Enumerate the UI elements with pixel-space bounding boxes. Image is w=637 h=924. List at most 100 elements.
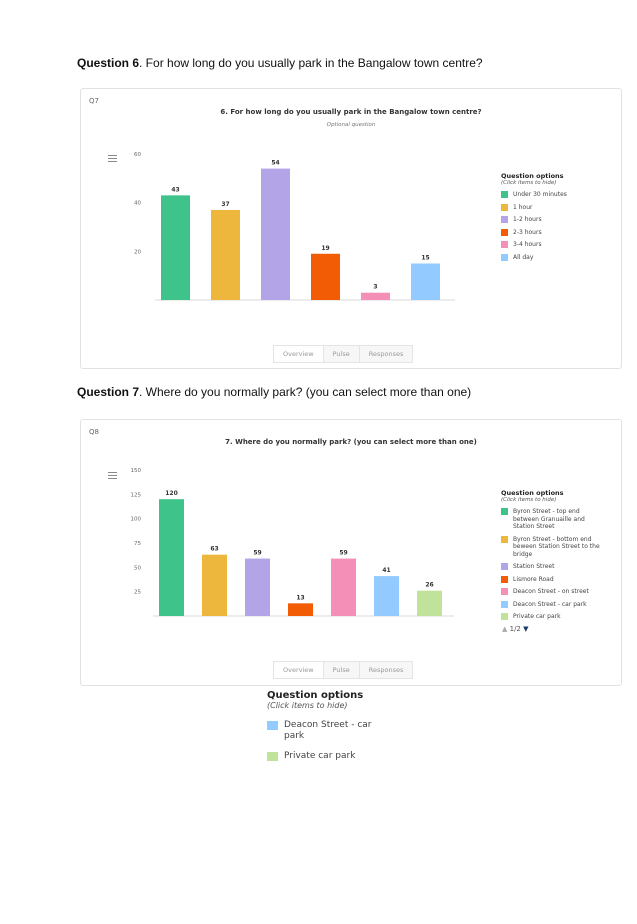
tab-bar: Overview Pulse Responses [273,661,414,679]
legend-item[interactable]: Deacon Street - car park [267,720,377,742]
legend-swatch [501,600,508,608]
bar[interactable] [311,253,340,300]
y-tick-label: 125 [131,492,142,498]
legend-item[interactable]: 3-4 hours [501,241,611,249]
legend-item[interactable]: Lismore Road [501,575,601,584]
data-label: 54 [271,160,279,167]
data-label: 37 [221,201,229,208]
legend-label: 3-4 hours [513,241,542,248]
legend-label: Deacon Street - car park [284,720,372,741]
legend-swatch [501,241,508,248]
chart-panel-q7: Q7 6. For how long do you usually park i… [80,88,622,369]
data-label: 26 [425,582,433,589]
legend-swatch [501,191,508,198]
legend-label: Private car park [513,613,561,620]
data-label: 63 [210,546,218,553]
bar[interactable] [161,195,190,300]
legend-item[interactable]: All day [501,253,611,262]
question-7-heading: Question 7. Where do you normally park? … [77,385,471,399]
legend-label: Deacon Street - car park [513,600,587,608]
tab-responses[interactable]: Responses [358,661,414,679]
question-tag: Q7 [89,97,99,105]
legend-item[interactable]: Private car park [267,751,377,762]
data-label: 59 [253,550,261,557]
tab-pulse[interactable]: Pulse [322,345,360,363]
tab-overview[interactable]: Overview [273,661,324,679]
legend-item[interactable]: Byron Street - top end between Granuaill… [501,508,601,531]
bar[interactable] [417,590,442,616]
y-tick-label: 75 [134,541,141,547]
legend-label: Byron Street - bottom end beween Station… [513,535,600,558]
bar[interactable] [331,558,356,616]
legend-swatch [501,535,508,543]
legend-swatch [501,253,508,261]
chart-subtitle: Optional question [326,122,376,128]
chart-legend: Question options (Click items to hide) B… [501,489,601,623]
legend-item[interactable]: Station Street [501,563,601,571]
bar[interactable] [361,292,390,300]
data-label: 41 [382,567,390,574]
tab-responses[interactable]: Responses [358,345,414,363]
chart-legend-page-2: Question options (Click items to hide) D… [267,690,377,771]
y-tick-label: 40 [134,201,141,207]
y-tick-label: 50 [134,565,141,571]
legend-pager: ▲ 1/2 ▼ [502,625,529,633]
legend-item[interactable]: Deacon Street - car park [501,600,601,609]
bar[interactable] [202,554,227,616]
data-label: 3 [373,284,377,291]
data-label: 13 [296,594,304,601]
question-6-number: Question 6 [77,56,140,70]
legend-swatch [501,588,508,595]
legend-label: Byron Street - top end between Granuaill… [513,508,585,530]
bar[interactable] [211,209,240,300]
chart-title: 7. Where do you normally park? (you can … [225,438,477,446]
chart-legend: Question options (Click items to hide) U… [501,172,611,266]
legend-title: Question options [501,489,564,497]
legend-title: Question options [501,172,564,180]
bar[interactable] [374,576,399,616]
legend-item[interactable]: 1-2 hours [501,216,611,224]
legend-item[interactable]: Private car park [501,613,601,621]
legend-swatch [501,228,508,236]
y-tick-label: 60 [134,152,141,158]
data-label: 15 [421,255,429,262]
chart-title: 6. For how long do you usually park in t… [220,108,482,116]
legend-swatch [501,613,508,620]
legend-items: Deacon Street - car park Private car park [267,720,377,762]
legend-item[interactable]: 2-3 hours [501,228,611,237]
legend-item[interactable]: Byron Street - bottom end beween Station… [501,535,601,559]
bar[interactable] [245,558,270,616]
legend-label: Lismore Road [513,575,554,583]
legend-swatch [267,752,278,761]
legend-label: 2-3 hours [513,228,542,236]
question-6-heading: Question 6. For how long do you usually … [77,56,483,70]
legend-label: Deacon Street - on street [513,588,589,595]
question-7-text: . Where do you normally park? (you can s… [139,385,472,399]
legend-swatch [501,203,508,211]
tab-overview[interactable]: Overview [273,345,324,363]
legend-hint: (Click items to hide) [501,180,557,186]
bar[interactable] [288,603,313,616]
page-up-icon[interactable]: ▲ [502,625,508,633]
tab-pulse[interactable]: Pulse [322,661,360,679]
bar[interactable] [261,168,290,300]
legend-label: 1 hour [513,203,533,211]
chart-menu-icon[interactable] [108,472,117,481]
question-7-number: Question 7 [77,385,140,399]
bar-chart-q6: 20 40 60 43 37 54 19 3 15 [134,152,455,301]
chart-menu-icon[interactable] [108,155,117,164]
legend-items: Under 30 minutes 1 hour 1-2 hours 2-3 hours… [501,191,611,261]
question-tag: Q8 [89,428,99,436]
legend-swatch [501,508,508,515]
legend-item[interactable]: 1 hour [501,203,611,212]
legend-item[interactable]: Deacon Street - on street [501,588,601,596]
page-indicator: 1/2 [509,625,521,633]
question-6-text: . For how long do you usually park in th… [139,56,483,70]
bar[interactable] [411,263,440,301]
page-down-icon[interactable]: ▼ [523,625,529,633]
legend-hint: (Click items to hide) [267,701,348,710]
legend-item[interactable]: Under 30 minutes [501,191,611,199]
bar[interactable] [159,499,184,616]
y-tick-label: 150 [131,468,142,474]
chart-panel-q8: Q8 7. Where do you normally park? (you c… [80,419,622,686]
